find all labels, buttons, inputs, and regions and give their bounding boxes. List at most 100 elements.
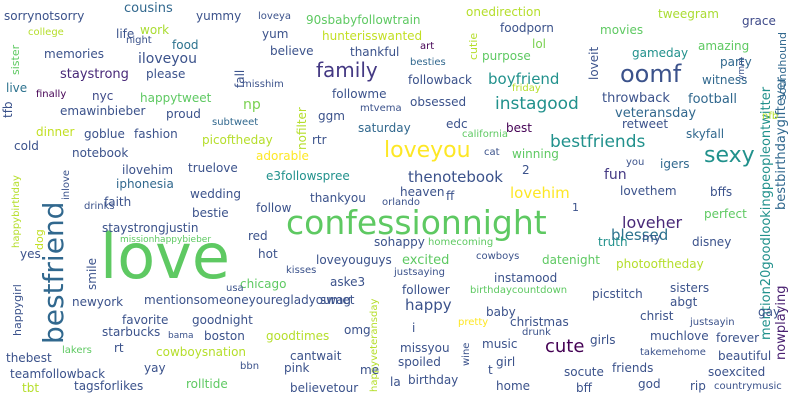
word: happybirthday [11,175,22,248]
word: homecoming [428,237,494,248]
word: thankful [350,45,400,59]
word: igers [660,157,690,171]
word: bffs [710,185,733,199]
word: cutie [467,32,480,60]
word: lakers [62,345,92,356]
word: girl [496,355,516,369]
word: drunk [522,327,551,338]
word: yummy [196,9,242,23]
word: please [146,67,186,81]
word: dinner [36,125,75,139]
word: boston [204,329,245,343]
word: cute [545,336,585,357]
word: party [720,55,752,69]
word: disney [692,235,732,249]
word: proud [166,107,201,121]
word: faith [104,195,132,209]
word: newyork [72,295,124,309]
word: subtweet [212,117,259,128]
word: birthdaycountdown [470,285,568,296]
word: bama [168,331,194,341]
word: cantwait [290,349,342,363]
word: oomf [620,60,682,88]
word: favorite [122,313,169,327]
word: live [6,81,28,95]
word: believetour [290,381,359,395]
word: 90sbabyfollowtrain [306,13,421,27]
word: family [316,58,378,82]
word: foodporn [500,21,554,35]
word: grace [742,14,776,28]
word: life [116,27,135,41]
word: loveher [622,213,683,232]
word: saturday [358,121,411,135]
word: adorable [256,149,309,163]
word: kisses [286,265,317,276]
word: hot [258,247,278,261]
word: muchlove [650,329,709,343]
word: aske3 [330,275,366,289]
word: follower [402,283,450,297]
word: cowboys [476,251,520,262]
word: soundhound [776,31,789,100]
word: nowplaying [774,285,789,360]
word: thankyou [310,191,366,205]
word: yum [262,27,289,41]
word: beautiful [718,349,772,363]
word: happytweet [140,91,212,105]
word: lol [532,37,547,51]
word: movies [600,23,644,37]
word: rtr [312,133,327,147]
word: usa [226,283,244,294]
word: me [360,363,380,377]
word: finally [36,89,67,100]
word: rolltide [186,377,228,391]
word: food [172,38,199,52]
word: college [28,27,64,38]
word: cat [484,147,500,158]
word: instamood [494,271,558,285]
word: besties [410,57,446,68]
word: nyc [92,89,114,103]
word: t [488,363,493,377]
word: friday [512,83,541,94]
word: loveyouguys [316,253,392,267]
word: veteransday [615,106,697,121]
word: memories [44,47,105,61]
word: goblue [84,127,125,141]
word: purpose [482,49,531,63]
word: truelove [188,161,238,175]
word: inlove [61,169,72,200]
word: edc [446,117,468,131]
word: ymm [737,57,747,80]
word: home [496,379,531,393]
word: staystrong [60,67,129,82]
word: pink [284,361,310,375]
word: fun [604,167,627,183]
word: christ [640,309,674,323]
word: heaven [400,185,445,199]
word: missyou [400,341,450,355]
word: iphonesia [116,177,174,191]
word: tweegram [658,7,719,21]
word: iloveyou [138,51,197,67]
word: baby [486,305,516,319]
word: tbt [22,381,40,395]
word: thebest [6,351,52,365]
word: fall [233,69,247,88]
word: misshim [242,79,284,90]
word: cowboysnation [156,345,247,359]
word: bff [576,381,592,395]
word: spoiled [398,355,441,369]
word: believe [270,44,314,58]
word: photooftheday [616,257,704,271]
word: california [462,129,509,140]
word: bestfriend [37,201,70,344]
word: soexcited [708,365,766,379]
word: loveyou [384,138,471,163]
word: red [248,229,268,243]
word: e3followspree [266,169,350,183]
word: skyfall [686,127,725,141]
word: emawinbieber [60,104,146,118]
word: truth [598,235,628,249]
